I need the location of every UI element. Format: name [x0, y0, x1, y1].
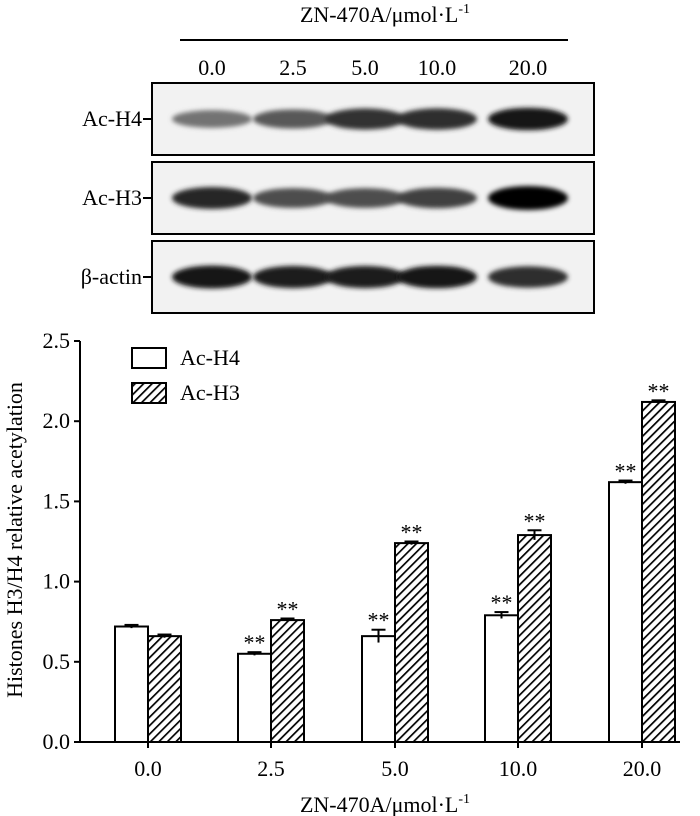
x-tick-label: 2.5 — [257, 756, 285, 781]
x-axis-label: ZN-470A/μmol·L-1 — [300, 792, 470, 816]
y-tick-label: 2.0 — [43, 408, 71, 433]
significance-marker: ** — [524, 508, 546, 533]
blot-band — [172, 265, 252, 289]
blot-band — [488, 266, 568, 288]
blot-band — [325, 108, 405, 130]
blot-band — [397, 108, 477, 130]
y-axis-ticks: 0.0 0.5 1.0 1.5 2.0 2.5 — [43, 328, 80, 754]
y-tick-label: 0.5 — [43, 649, 71, 674]
x-tick-label: 10.0 — [499, 756, 538, 781]
blot-row-label: β-actin — [81, 264, 142, 289]
blot-band — [397, 265, 477, 289]
blot-row-label: Ac-H3 — [82, 185, 142, 210]
blot-band — [325, 265, 405, 289]
significance-marker: ** — [244, 630, 266, 655]
blot-band — [325, 188, 405, 208]
x-tick-label: 20.0 — [623, 756, 662, 781]
bar-ac-h3 — [147, 635, 182, 743]
blot-band — [397, 187, 477, 209]
western-blot: ZN-470A/μmol·L-1 0.0 2.5 5.0 10.0 20.0 Ac-H4… — [81, 2, 595, 314]
blot-lane-label: 10.0 — [418, 55, 457, 80]
blot-band — [253, 265, 333, 289]
y-tick-label: 1.0 — [43, 569, 71, 594]
bar-ac-h3 — [517, 534, 552, 743]
blot-rows: Ac-H4 Ac-H3 β-actin — [81, 82, 595, 314]
significance-marker: ** — [368, 608, 390, 633]
blot-lane-label: 20.0 — [509, 55, 548, 80]
blot-band — [488, 107, 568, 131]
significance-marker: ** — [277, 596, 299, 621]
blot-lane-label: 5.0 — [351, 55, 379, 80]
significance-marker: ** — [648, 378, 670, 403]
bar-ac-h4 — [361, 635, 396, 743]
blot-band — [253, 109, 333, 129]
bar-ac-h4 — [608, 481, 643, 743]
legend-swatch — [131, 347, 167, 369]
blot-row-label: Ac-H4 — [82, 106, 142, 131]
y-tick-label: 2.5 — [43, 328, 71, 353]
blot-lane-label: 2.5 — [279, 55, 307, 80]
blot-row: Ac-H3 — [82, 161, 595, 235]
significance-marker: ** — [615, 459, 637, 484]
blot-band — [172, 187, 252, 209]
legend-label: Ac-H4 — [180, 345, 240, 370]
legend-label: Ac-H3 — [180, 380, 240, 405]
blot-lane-label: 0.0 — [198, 55, 226, 80]
legend: Ac-H4 Ac-H3 — [131, 345, 240, 405]
blot-lane-labels: 0.0 2.5 5.0 10.0 20.0 — [198, 55, 547, 80]
y-tick-label: 1.5 — [43, 488, 71, 513]
bar-ac-h3 — [270, 619, 305, 744]
bar-ac-h3 — [641, 400, 676, 743]
x-axis-ticks: 0.0 2.5 5.0 10.0 20.0 — [134, 742, 661, 781]
blot-row: β-actin — [81, 240, 595, 314]
blot-treatment-label: ZN-470A/μmol·L-1 — [300, 2, 470, 27]
significance-marker: ** — [401, 520, 423, 545]
blot-band — [172, 110, 252, 128]
bars: ** ** ** ** ** ** ** ** — [114, 378, 676, 744]
blot-row: Ac-H4 — [82, 82, 595, 156]
bar-chart: Histones H3/H4 relative acetylation ZN-4… — [2, 328, 680, 816]
y-tick-label: 0.0 — [43, 729, 71, 754]
bar-ac-h4 — [484, 614, 519, 743]
bar-ac-h3 — [394, 542, 429, 743]
legend-swatch — [131, 382, 167, 404]
bar-ac-h4 — [114, 625, 149, 744]
bar-ac-h4 — [237, 652, 272, 744]
y-axis-label: Histones H3/H4 relative acetylation — [2, 382, 27, 698]
blot-band — [488, 186, 568, 210]
x-tick-label: 0.0 — [134, 756, 162, 781]
blot-band — [253, 188, 333, 208]
significance-marker: ** — [491, 590, 513, 615]
x-tick-label: 5.0 — [381, 756, 409, 781]
